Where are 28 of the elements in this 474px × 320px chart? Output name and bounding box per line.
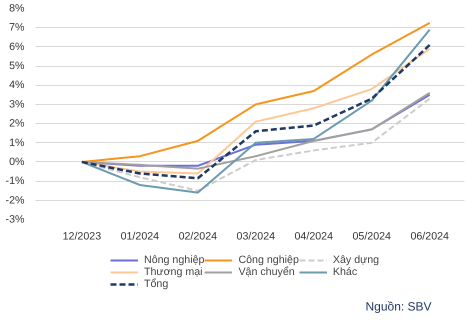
y-tick-label: 4% — [9, 79, 26, 92]
legend-label: Khác — [332, 266, 358, 278]
y-tick-label: 0% — [9, 156, 26, 168]
x-tick-label: 02/2024 — [178, 230, 218, 242]
x-tick-label: 05/2024 — [352, 230, 392, 242]
y-tick-label: -1% — [6, 175, 26, 188]
x-tick-label: 04/2024 — [294, 230, 334, 242]
text: Nguồn: SBV — [366, 300, 432, 314]
line-series — [80, 28, 431, 194]
legend-label: Thương mại — [144, 266, 203, 278]
legend-label: Vận chuyển — [238, 266, 295, 278]
y-tick-label: 6% — [9, 40, 26, 53]
legend-label: Tổng — [144, 278, 168, 290]
x-tick-label: 03/2024 — [236, 230, 276, 242]
y-tick-label: 8% — [9, 2, 26, 14]
legend-label: Xây dựng — [332, 254, 380, 266]
y-tick-label: 5% — [9, 60, 26, 72]
legend-label: Công nghiệp — [238, 254, 299, 266]
legend-label: Nông nghiệp — [144, 254, 204, 266]
y-tick-label: -3% — [6, 214, 26, 226]
y-tick-label: 1% — [9, 136, 26, 149]
x-tick-label: 12/2023 — [62, 230, 102, 242]
x-tick-label: 06/2024 — [410, 230, 450, 242]
y-tick-label: 7% — [9, 22, 26, 34]
y-tick-label: 3% — [9, 98, 26, 110]
y-tick-label: 2% — [9, 118, 26, 130]
y-tick-label: -2% — [6, 194, 26, 206]
x-tick-label: 01/2024 — [120, 230, 160, 242]
